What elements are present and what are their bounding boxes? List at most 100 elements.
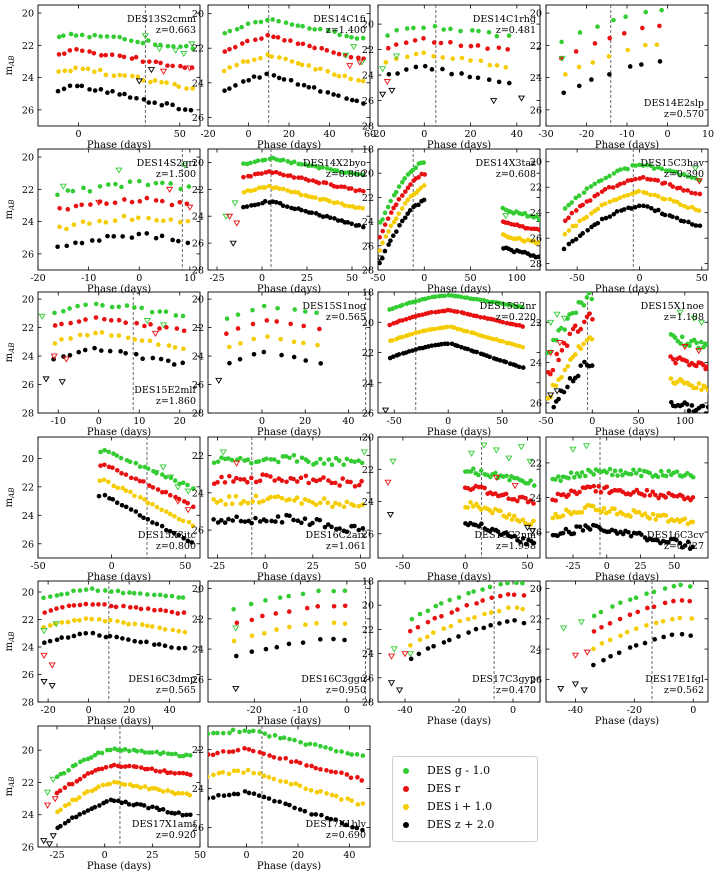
point-g xyxy=(298,739,303,745)
point-r xyxy=(604,484,610,490)
point-r xyxy=(482,485,487,491)
point-g xyxy=(421,25,426,31)
point-z xyxy=(146,805,151,811)
point-i xyxy=(565,363,571,369)
point-g xyxy=(611,171,617,176)
panel-redshift: z=0.860 xyxy=(326,169,366,180)
points xyxy=(558,7,664,96)
point-i xyxy=(348,76,354,82)
y-axis-label: mAB xyxy=(4,777,16,797)
point-i xyxy=(265,334,270,339)
point-r xyxy=(448,308,454,313)
point-i xyxy=(233,494,239,499)
point-i xyxy=(85,66,91,72)
point-i xyxy=(383,234,389,239)
upper-limit-r xyxy=(62,356,70,363)
point-i xyxy=(172,791,178,797)
point-z xyxy=(87,87,92,92)
point-g xyxy=(328,746,333,752)
point-r xyxy=(98,463,103,468)
point-i xyxy=(62,803,68,809)
point-r xyxy=(425,619,431,625)
point-z xyxy=(277,799,282,805)
point-r xyxy=(640,25,645,31)
upper-limit-z xyxy=(547,392,555,399)
point-z xyxy=(264,71,269,77)
point-r xyxy=(273,169,279,175)
point-r xyxy=(436,309,442,314)
point-i xyxy=(154,504,160,510)
point-r xyxy=(250,748,256,754)
panel-frame xyxy=(545,580,709,703)
point-z xyxy=(227,360,232,366)
point-z xyxy=(292,805,297,811)
point-i xyxy=(262,185,268,190)
point-g xyxy=(432,24,438,29)
point-g xyxy=(494,33,500,39)
point-i xyxy=(229,501,235,507)
point-g xyxy=(251,728,256,734)
point-i xyxy=(690,519,696,525)
point-g xyxy=(667,168,672,173)
point-z xyxy=(703,411,708,413)
point-g xyxy=(342,170,348,176)
point-g xyxy=(380,217,385,222)
point-r xyxy=(286,609,292,614)
panel-frame xyxy=(377,436,541,559)
point-r xyxy=(96,766,101,772)
point-i xyxy=(294,495,300,500)
point-r xyxy=(633,176,638,182)
point-z xyxy=(487,354,492,360)
point-i xyxy=(166,343,172,348)
point-i xyxy=(324,791,329,796)
upper-limit-g xyxy=(219,449,227,456)
y-tick-label: 22 xyxy=(192,44,204,55)
point-i xyxy=(584,214,589,220)
point-g xyxy=(83,587,89,592)
point-z xyxy=(160,807,166,812)
point-z xyxy=(520,365,526,370)
point-i xyxy=(689,616,695,621)
point-i xyxy=(178,219,183,225)
point-z xyxy=(332,216,337,221)
point-r xyxy=(303,473,309,479)
point-r xyxy=(226,749,232,755)
point-i xyxy=(287,497,292,502)
point-i xyxy=(520,517,526,523)
point-r xyxy=(109,52,115,57)
point-g xyxy=(385,33,390,38)
y-tick-label: 20 xyxy=(362,318,374,329)
point-z xyxy=(92,804,98,810)
point-z xyxy=(123,504,129,510)
point-r xyxy=(59,321,64,327)
point-g xyxy=(510,302,515,308)
point-i xyxy=(642,511,648,517)
point-r xyxy=(647,493,653,498)
point-r xyxy=(629,177,634,183)
x-tick-label: 0 xyxy=(462,561,468,572)
point-r xyxy=(275,35,281,40)
point-z xyxy=(67,83,73,89)
points xyxy=(231,588,348,693)
point-r xyxy=(396,197,402,202)
point-g xyxy=(382,210,388,216)
points xyxy=(40,746,193,847)
point-g xyxy=(137,591,143,596)
x-axis-label: Phase (days) xyxy=(87,572,151,583)
point-i xyxy=(424,634,430,640)
point-z xyxy=(170,237,175,243)
point-r xyxy=(591,629,597,634)
panel-frame xyxy=(207,148,371,271)
point-z xyxy=(261,794,267,800)
point-g xyxy=(276,18,281,24)
point-g xyxy=(604,470,609,475)
point-z xyxy=(657,59,663,64)
point-i xyxy=(431,53,436,59)
point-r xyxy=(85,771,91,776)
point-i xyxy=(170,627,176,633)
point-g xyxy=(349,170,354,176)
upper-limit-g xyxy=(505,455,513,462)
point-z xyxy=(230,518,236,523)
point-z xyxy=(249,649,255,654)
point-z xyxy=(390,233,396,239)
